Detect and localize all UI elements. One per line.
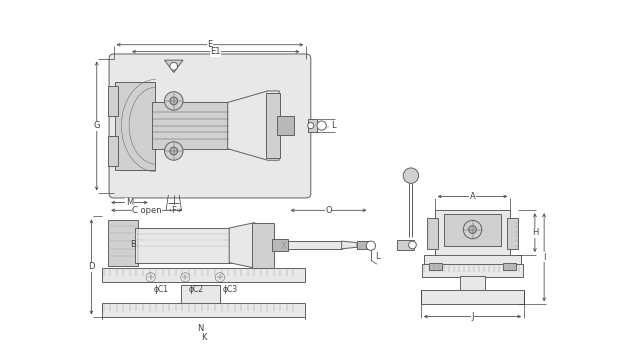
Bar [421, 291, 524, 304]
Circle shape [170, 62, 177, 70]
Polygon shape [229, 222, 255, 268]
Bar [444, 214, 501, 247]
Text: N: N [198, 324, 204, 333]
Bar [107, 86, 118, 116]
Bar [507, 218, 518, 249]
Circle shape [308, 122, 314, 129]
Bar [266, 93, 280, 158]
Circle shape [170, 147, 177, 155]
Text: ϕC2: ϕC2 [188, 285, 203, 294]
Bar [152, 103, 229, 149]
Bar [272, 239, 288, 251]
Polygon shape [228, 91, 279, 160]
Bar [427, 218, 438, 249]
Circle shape [317, 121, 326, 130]
Text: C open: C open [132, 206, 162, 215]
Polygon shape [342, 241, 357, 249]
Text: B: B [130, 240, 136, 249]
Bar [115, 82, 155, 170]
Text: E: E [207, 40, 213, 49]
Bar [107, 136, 118, 166]
Bar [357, 241, 370, 249]
Bar [252, 222, 274, 268]
Text: J: J [471, 312, 474, 321]
Bar [288, 241, 342, 249]
Text: ϕC3: ϕC3 [223, 285, 238, 294]
Bar [460, 276, 485, 291]
Circle shape [164, 142, 183, 160]
Bar [277, 116, 294, 135]
Text: L: L [374, 252, 379, 261]
Bar [435, 210, 510, 256]
Bar [108, 220, 138, 266]
Circle shape [469, 226, 476, 233]
Circle shape [409, 241, 416, 249]
Text: O: O [326, 206, 332, 215]
Bar [182, 285, 220, 304]
Circle shape [403, 168, 418, 183]
Bar [503, 263, 516, 270]
Text: ϕC1: ϕC1 [154, 285, 169, 294]
Text: K: K [201, 333, 206, 342]
Bar [102, 303, 304, 317]
Bar [397, 239, 414, 250]
Polygon shape [164, 60, 183, 72]
Bar [308, 120, 317, 132]
Bar [424, 255, 521, 264]
Text: E1: E1 [210, 47, 221, 56]
Bar [428, 263, 443, 270]
Circle shape [463, 220, 482, 239]
Text: D: D [88, 262, 95, 271]
Text: A: A [469, 192, 476, 201]
Circle shape [170, 97, 177, 105]
Bar [135, 228, 255, 263]
Text: M: M [126, 198, 133, 207]
Text: G: G [94, 121, 100, 130]
FancyBboxPatch shape [109, 54, 311, 198]
Bar [102, 268, 304, 282]
Text: I: I [543, 253, 546, 262]
Circle shape [164, 92, 183, 110]
Text: H: H [532, 228, 538, 237]
Text: L: L [332, 121, 336, 130]
Text: F: F [171, 206, 176, 215]
Circle shape [366, 241, 376, 250]
Bar [422, 264, 523, 276]
